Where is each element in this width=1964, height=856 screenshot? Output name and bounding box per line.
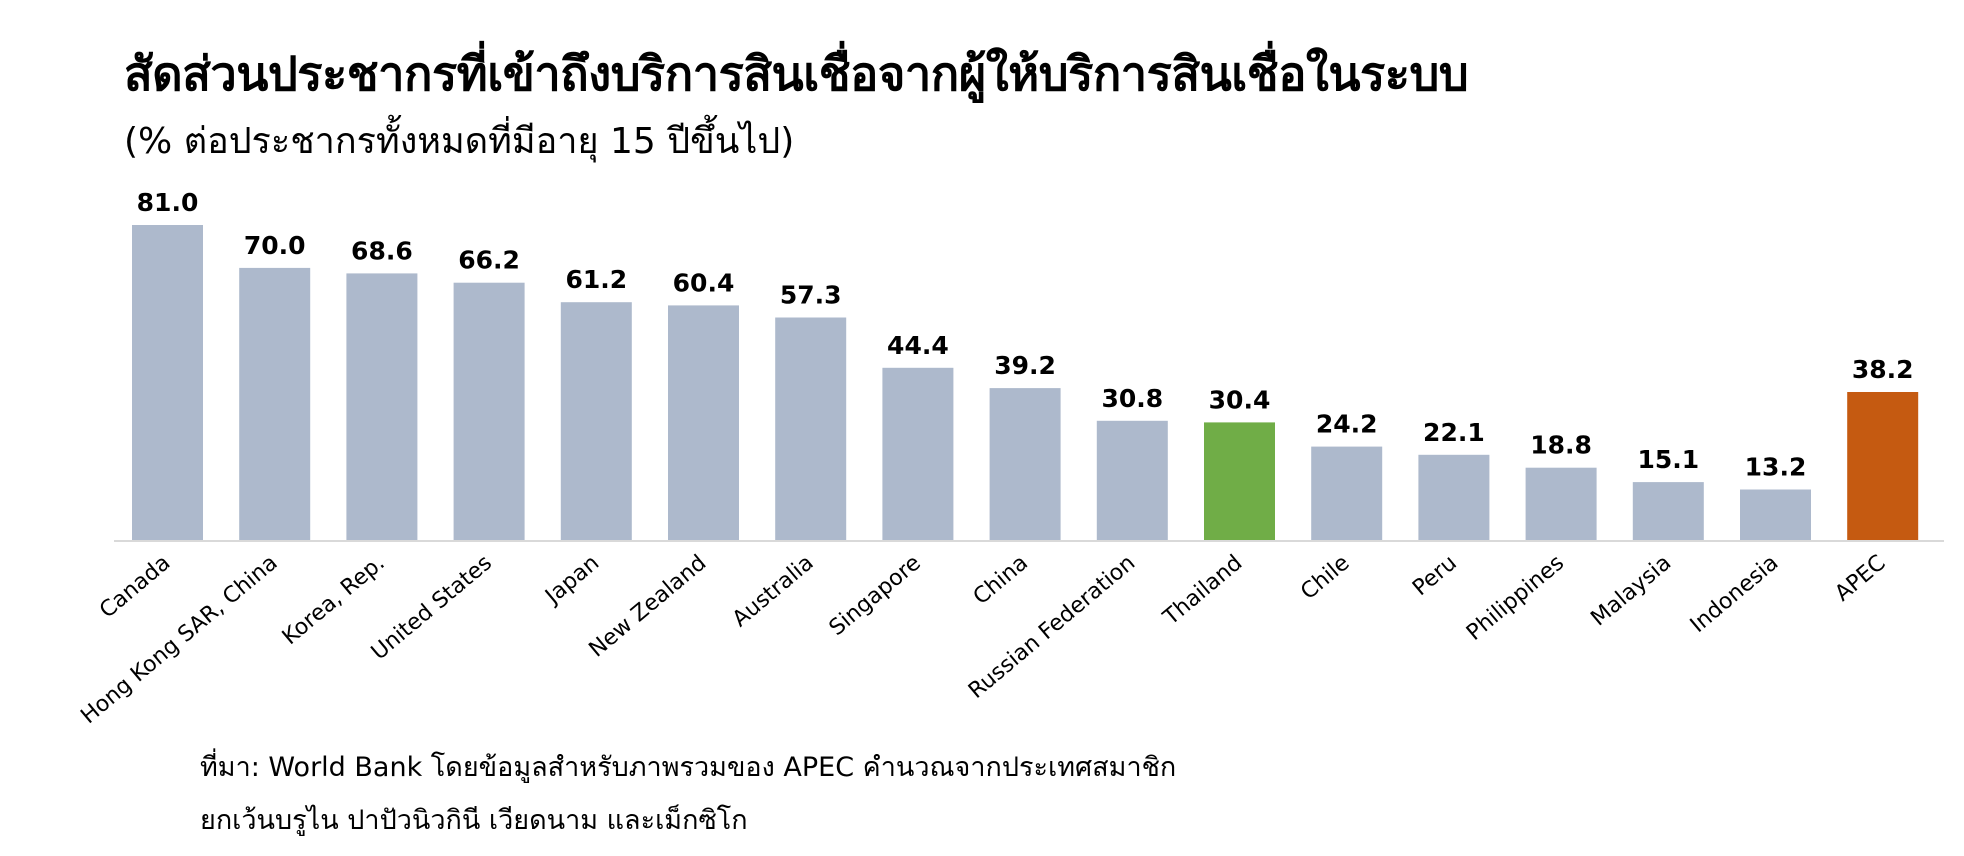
bar-new-zealand — [668, 305, 739, 541]
category-label-korea-rep: Korea, Rep. — [278, 550, 390, 650]
value-label-australia: 57.3 — [780, 281, 842, 310]
source-note-line-1: ที่มา: World Bank โดยข้อมูลสำหรับภาพรวมข… — [200, 752, 1177, 783]
bar-hong-kong-sar-china — [239, 267, 311, 541]
value-label-united-states: 66.2 — [458, 246, 520, 275]
bar-china — [989, 388, 1061, 541]
bar-apec — [1847, 392, 1919, 541]
bar-philippines — [1525, 467, 1597, 541]
value-label-chile: 24.2 — [1316, 410, 1378, 439]
value-label-new-zealand: 60.4 — [673, 268, 735, 297]
value-label-hong-kong-sar-china: 70.0 — [244, 231, 306, 260]
category-label-singapore: Singapore — [825, 550, 926, 641]
value-label-indonesia: 13.2 — [1745, 453, 1807, 482]
bar-thailand — [1204, 422, 1275, 541]
source-note-line-2: ยกเว้นบรูไน ปาปัวนิวกินี เวียดนาม และเม็… — [200, 805, 748, 836]
bar-singapore — [882, 367, 954, 541]
chart-subtitle: (% ต่อประชากรทั้งหมดที่มีอายุ 15 ปีขึ้นไ… — [124, 121, 795, 162]
category-label-apec: APEC — [1830, 550, 1890, 606]
bar-chile — [1311, 446, 1383, 541]
value-label-malaysia: 15.1 — [1637, 445, 1699, 474]
bar-korea-rep — [346, 273, 418, 541]
value-label-canada: 81.0 — [137, 188, 199, 217]
bar-peru — [1418, 454, 1490, 541]
bar-japan — [560, 302, 632, 541]
value-label-apec: 38.2 — [1852, 355, 1914, 384]
value-label-philippines: 18.8 — [1530, 431, 1592, 460]
bars-group — [132, 225, 1919, 541]
category-label-malaysia: Malaysia — [1586, 550, 1676, 631]
chart-title: สัดส่วนประชากรที่เข้าถึงบริการสินเชื่อจา… — [124, 47, 1469, 102]
value-label-thailand: 30.4 — [1209, 385, 1271, 414]
bar-indonesia — [1740, 489, 1811, 541]
value-label-korea-rep: 68.6 — [351, 236, 413, 265]
category-label-hong-kong-sar-china: Hong Kong SAR, China — [76, 550, 282, 729]
bar-united-states — [453, 282, 525, 541]
bar-malaysia — [1632, 482, 1704, 541]
value-label-japan: 61.2 — [565, 265, 627, 294]
category-label-canada: Canada — [95, 550, 175, 623]
category-label-china: China — [969, 550, 1033, 610]
value-label-singapore: 44.4 — [887, 331, 949, 360]
category-label-indonesia: Indonesia — [1686, 550, 1784, 638]
value-labels-group: 81.0 70.0 68.6 66.2 61.2 60.4 57.3 44.4 39.2 30.8… — [137, 188, 1914, 482]
category-label-japan: Japan — [540, 550, 605, 610]
bar-russian-federation — [1096, 420, 1168, 541]
value-label-china: 39.2 — [994, 351, 1056, 380]
category-label-philippines: Philippines — [1462, 550, 1569, 645]
category-label-australia: Australia — [728, 550, 819, 632]
category-label-peru: Peru — [1408, 550, 1462, 601]
bar-canada — [132, 225, 203, 541]
value-label-peru: 22.1 — [1423, 418, 1485, 447]
bar-australia — [775, 317, 847, 541]
category-label-thailand: Thailand — [1158, 550, 1247, 631]
value-label-russian-federation: 30.8 — [1101, 384, 1163, 413]
category-label-chile: Chile — [1296, 550, 1354, 605]
category-label-new-zealand: New Zealand — [585, 550, 712, 662]
